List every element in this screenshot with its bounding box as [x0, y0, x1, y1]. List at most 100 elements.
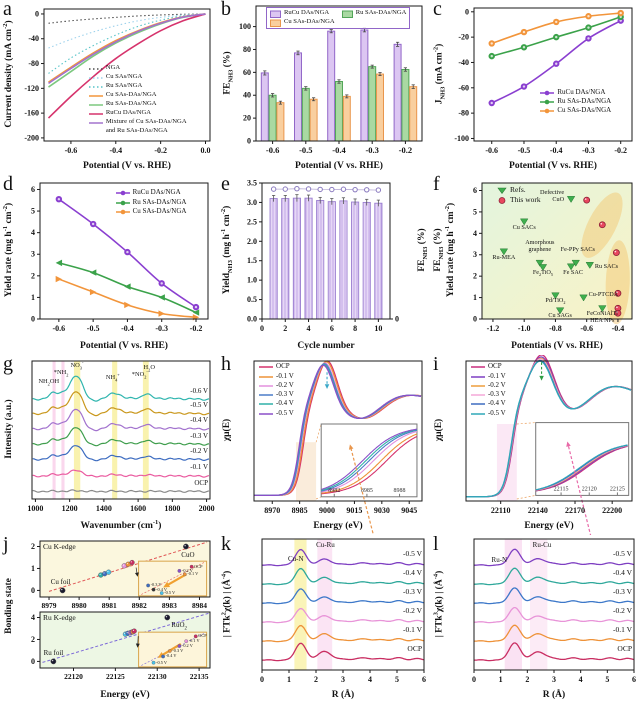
highlight-band	[142, 361, 149, 499]
this-work-point	[583, 196, 591, 204]
peak-annotation: NH4+	[105, 371, 120, 383]
legend-item: RuCu DAs/NGA	[115, 188, 187, 197]
y-tick-label: -200	[24, 133, 39, 142]
arrow-head	[324, 384, 330, 389]
marker-triangle-down	[499, 248, 509, 256]
y-tick-label: 0	[465, 7, 469, 16]
chart-canvas: -0.6 -0.5 -0.4 -0.3 -0.2 0 -20 -40 -60 -80 -100	[454, 7, 633, 155]
x-tick-label: 22120	[64, 672, 83, 681]
exafs-line	[261, 624, 425, 643]
y-axis-label: Current density (mA cm-2)	[1, 20, 14, 128]
highlight-band	[530, 539, 548, 670]
bar	[351, 201, 360, 320]
legend: Refs. This work	[497, 185, 541, 205]
curve-label: -0.4 V	[402, 568, 422, 578]
chart-canvas: -0.6 -0.5 -0.4 -0.3 -0.2 0 20 40 60 80 100	[239, 5, 423, 155]
legend: RuCu DAs/NGA Ru SAs-DAs/NGA Cu SAs-DAs/NGA	[265, 6, 411, 29]
curve-label: -0.2 V	[190, 446, 208, 455]
curve-label: -0.1 V	[190, 463, 208, 472]
y-tick-label: 2.5	[247, 217, 257, 226]
panel-letter-a: a	[3, 0, 12, 20]
x-tick-label: 22140	[528, 506, 548, 515]
marker-triangle-right	[55, 275, 63, 283]
exafs-line	[262, 588, 425, 605]
y-axis-label: χμ(E)	[222, 418, 232, 442]
x-tick-label: 8983	[162, 601, 177, 610]
bar	[309, 98, 318, 142]
ref-point-label: Ru-MEA	[492, 253, 516, 261]
curve-label: -0.3 V	[190, 431, 208, 440]
x-axis-label: Potential (V vs. RHE)	[295, 161, 383, 171]
legend-item: -0.4 V	[470, 399, 506, 408]
curve-label: -0.6 V	[190, 386, 208, 395]
ref-point-label: Fe SAC	[563, 268, 583, 276]
y-tick-label: 3.5	[247, 179, 257, 188]
inset-point-label: -0.4 V	[156, 586, 167, 592]
exafs-line	[474, 606, 635, 624]
chart-d: -0.6 -0.5 -0.4 -0.3 -0.2 0 1 2 3 4 5 6 RuCu DAs/NGA R…	[0, 175, 218, 355]
x-tick-label: -0.4	[612, 324, 625, 333]
x-tick-label: 0.0	[201, 146, 211, 155]
fe-dot	[305, 186, 312, 192]
panel-letter-e: e	[221, 175, 230, 195]
bar	[292, 197, 301, 320]
legend-item: -0.2 V	[470, 380, 506, 389]
inset-curves	[535, 444, 628, 492]
endpoint-label: RuO2	[171, 621, 187, 632]
series-line	[48, 13, 206, 85]
legend-item: RuCu DAs/NGA	[269, 9, 335, 18]
curve-label: -0.2 V	[402, 606, 422, 616]
x-tick-label: 6	[330, 324, 334, 333]
marker-triangle-left	[158, 294, 165, 301]
plot-frame	[31, 360, 211, 500]
fe-dot	[282, 186, 288, 192]
bar	[339, 200, 348, 320]
highlight-band	[61, 361, 65, 499]
chart-canvas: -1.2 -1.0 -0.8 -0.6 -0.4 0 1 2 3 4 5 6	[473, 182, 633, 333]
x-axis-label: Energy (eV)	[524, 521, 574, 531]
y-tick-label: -40	[28, 34, 39, 43]
y-tick-label: 5	[31, 207, 35, 216]
chart-j: 0 1 2 8979 8980 8981 8982 8983 8984 0 2 4 22120 22125…	[0, 535, 218, 704]
marker-triangle-down	[555, 307, 565, 315]
plot-frame	[261, 182, 391, 320]
chart-l: 0 1 2 3 4 5 6 -0.5 V -0.4 V -0.3 V -0.2 V -0.1 V OCP…	[430, 535, 640, 704]
chart-canvas: 22115 22120 22125 22110 22140 22170 22200	[465, 355, 633, 535]
bar	[401, 68, 410, 142]
fe-dot	[317, 186, 323, 193]
marker-triangle-down	[571, 259, 580, 267]
x-tick-label: 2	[525, 675, 529, 684]
x-tick-label: -0.4	[109, 146, 122, 155]
dot-line	[273, 188, 379, 191]
series-line	[47, 13, 206, 119]
spectrum-line	[32, 445, 210, 462]
x-axis-label: R (Å)	[331, 690, 355, 700]
marker-triangle-left	[124, 283, 131, 290]
x-tick-label: 22200	[602, 506, 622, 515]
chart-h: 8982 8985 8988 8970 8985 9000 9015 9030 9045 OCP -…	[218, 355, 430, 535]
y-tick-label: 40	[243, 91, 251, 100]
curve-label: -0.3 V	[402, 587, 422, 597]
peak-annotation: Cu-Ru	[316, 540, 335, 549]
legend-item: -0.2 V	[259, 380, 294, 389]
panel-a: a -0.6 -0.4 -0.2 0.0 0 -40 -80 -120 -160 -200 NGA C…	[0, 0, 218, 175]
panel-d: d -0.6 -0.5 -0.4 -0.3 -0.2 0 1 2 3 4 5 6 RuCu DAs/NG…	[0, 175, 218, 355]
x-tick-label: 5	[605, 675, 609, 684]
bar	[342, 95, 351, 142]
x-axis-label: R (Å)	[542, 690, 566, 700]
inset-point-label: -0.5 V	[164, 590, 176, 596]
subplot-title: Cu K-edge	[43, 542, 76, 551]
legend: NGA Cu SAs/NGA Ru SAs/NGA Cu SAs-DAs/NGA Ru …	[88, 64, 187, 135]
x-tick-label: 8970	[264, 506, 280, 515]
legend-item: RuCu DAs/NGA	[540, 88, 611, 97]
legend-item: Cu SAs-DAs/NGA	[115, 207, 186, 216]
bar	[294, 52, 302, 142]
fe-dot	[340, 186, 347, 192]
state-point	[129, 559, 135, 566]
exafs-line	[262, 548, 425, 567]
curve-label: OCP	[617, 644, 632, 654]
exafs-line	[474, 587, 635, 605]
this-work-point	[598, 221, 606, 229]
bar	[376, 73, 384, 142]
